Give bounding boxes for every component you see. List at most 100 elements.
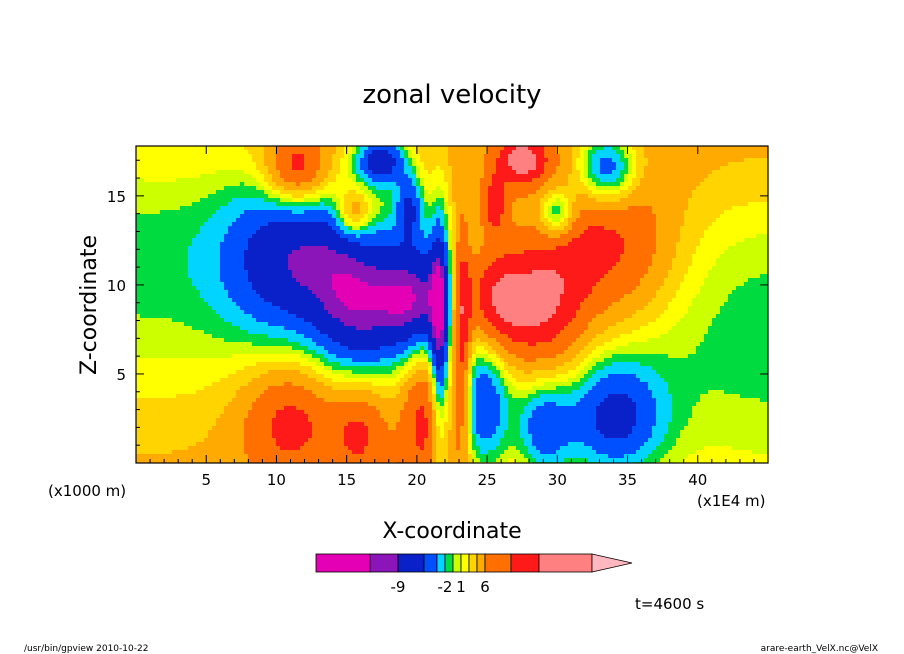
field-cell bbox=[476, 270, 481, 275]
field-cell bbox=[176, 254, 181, 259]
field-cell bbox=[548, 206, 553, 211]
field-cell bbox=[416, 254, 421, 259]
field-cell bbox=[540, 234, 545, 239]
field-cell bbox=[144, 158, 149, 163]
field-cell bbox=[620, 170, 625, 175]
field-cell bbox=[356, 254, 361, 259]
field-cell bbox=[648, 258, 653, 263]
field-cell bbox=[304, 266, 309, 271]
field-cell bbox=[452, 182, 457, 187]
field-cell bbox=[616, 162, 621, 167]
field-cell bbox=[212, 262, 217, 267]
field-cell bbox=[448, 222, 453, 227]
field-cell bbox=[644, 154, 649, 159]
field-cell bbox=[716, 198, 721, 203]
field-cell bbox=[624, 242, 629, 247]
field-cell bbox=[444, 178, 449, 183]
field-cell bbox=[288, 178, 293, 183]
field-cell bbox=[160, 262, 165, 267]
field-cell bbox=[388, 262, 393, 267]
field-cell bbox=[356, 190, 361, 195]
field-cell bbox=[184, 266, 189, 271]
field-cell bbox=[596, 218, 601, 223]
field-cell bbox=[388, 202, 393, 207]
field-cell bbox=[744, 258, 749, 263]
field-cell bbox=[664, 262, 669, 267]
field-cell bbox=[692, 178, 697, 183]
field-cell bbox=[368, 170, 373, 175]
field-cell bbox=[724, 226, 729, 231]
field-cell bbox=[516, 206, 521, 211]
field-cell bbox=[188, 178, 193, 183]
field-cell bbox=[200, 226, 205, 231]
field-cell bbox=[256, 198, 261, 203]
field-cell bbox=[336, 194, 341, 199]
field-cell bbox=[756, 222, 761, 227]
field-cell bbox=[208, 202, 213, 207]
field-cell bbox=[592, 166, 597, 171]
field-cell bbox=[664, 250, 669, 255]
field-cell bbox=[212, 206, 217, 211]
field-cell bbox=[436, 154, 441, 159]
field-cell bbox=[756, 238, 761, 243]
field-cell bbox=[288, 170, 293, 175]
field-cell bbox=[288, 246, 293, 251]
field-cell bbox=[484, 158, 489, 163]
field-cell bbox=[568, 230, 573, 235]
field-cell bbox=[264, 166, 269, 171]
field-cell bbox=[612, 266, 617, 271]
field-cell bbox=[512, 254, 517, 259]
field-cell bbox=[680, 158, 685, 163]
field-cell bbox=[464, 186, 469, 191]
field-cell bbox=[648, 182, 653, 187]
field-cell bbox=[624, 158, 629, 163]
field-cell bbox=[592, 174, 597, 179]
field-cell bbox=[488, 150, 493, 155]
field-cell bbox=[324, 146, 329, 151]
field-cell bbox=[384, 214, 389, 219]
field-cell bbox=[644, 222, 649, 227]
field-cell bbox=[448, 178, 453, 183]
field-cell bbox=[452, 154, 457, 159]
field-cell bbox=[420, 262, 425, 267]
field-cell bbox=[584, 158, 589, 163]
field-cell bbox=[652, 158, 657, 163]
field-cell bbox=[476, 170, 481, 175]
field-cell bbox=[344, 250, 349, 255]
field-cell bbox=[688, 266, 693, 271]
field-cell bbox=[568, 202, 573, 207]
field-cell bbox=[404, 206, 409, 211]
field-cell bbox=[364, 178, 369, 183]
field-cell bbox=[612, 186, 617, 191]
field-cell bbox=[612, 206, 617, 211]
field-cell bbox=[248, 266, 253, 271]
field-cell bbox=[356, 186, 361, 191]
field-cell bbox=[300, 210, 305, 215]
field-cell bbox=[676, 162, 681, 167]
field-cell bbox=[152, 154, 157, 159]
field-cell bbox=[448, 210, 453, 215]
field-cell bbox=[712, 266, 717, 271]
field-cell bbox=[224, 206, 229, 211]
field-cell bbox=[376, 186, 381, 191]
field-cell bbox=[568, 194, 573, 199]
field-cell bbox=[608, 178, 613, 183]
field-cell bbox=[532, 222, 537, 227]
field-cell bbox=[204, 230, 209, 235]
field-cell bbox=[344, 178, 349, 183]
field-cell bbox=[296, 186, 301, 191]
field-cell bbox=[528, 234, 533, 239]
field-cell bbox=[212, 194, 217, 199]
field-cell bbox=[368, 258, 373, 263]
field-cell bbox=[536, 174, 541, 179]
field-cell bbox=[748, 202, 753, 207]
field-cell bbox=[560, 258, 565, 263]
field-cell bbox=[508, 246, 513, 251]
field-cell bbox=[488, 246, 493, 251]
field-cell bbox=[612, 182, 617, 187]
field-cell bbox=[484, 186, 489, 191]
field-cell bbox=[292, 182, 297, 187]
field-cell bbox=[460, 198, 465, 203]
field-cell bbox=[140, 266, 145, 271]
field-cell bbox=[408, 154, 413, 159]
